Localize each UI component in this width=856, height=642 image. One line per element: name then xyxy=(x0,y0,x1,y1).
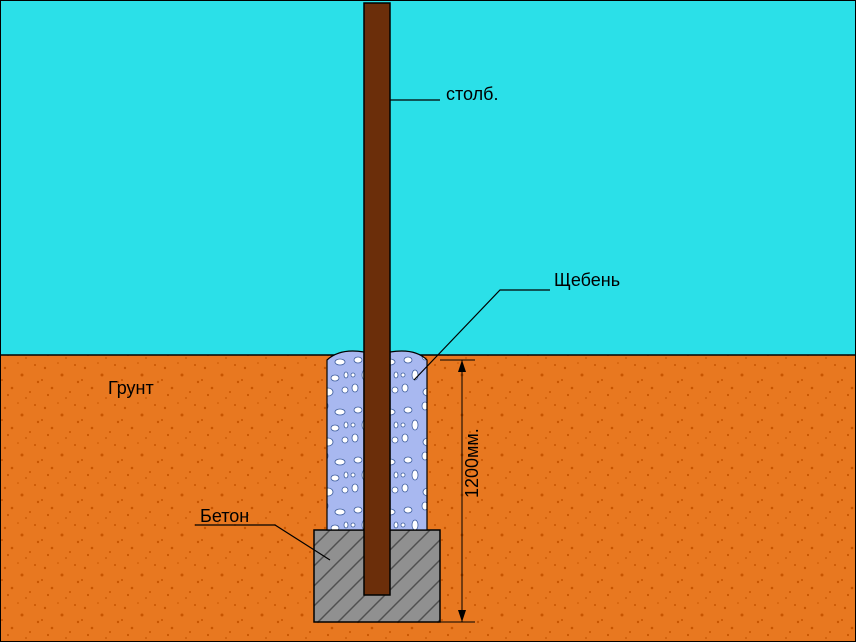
post-label: столб. xyxy=(446,84,498,105)
dimension-label: 1200мм. xyxy=(462,428,482,498)
sky-region xyxy=(0,0,856,355)
post xyxy=(364,3,390,595)
gravel-label: Щебень xyxy=(554,270,620,291)
concrete-label: Бетон xyxy=(200,506,249,527)
ground-label: Грунт xyxy=(108,378,154,399)
gravel-left xyxy=(327,351,364,530)
gravel-right xyxy=(390,351,427,530)
diagram-svg: 1200мм. xyxy=(0,0,856,642)
post-foundation-diagram: 1200мм. столб. Щебень Грунт Бетон xyxy=(0,0,856,642)
